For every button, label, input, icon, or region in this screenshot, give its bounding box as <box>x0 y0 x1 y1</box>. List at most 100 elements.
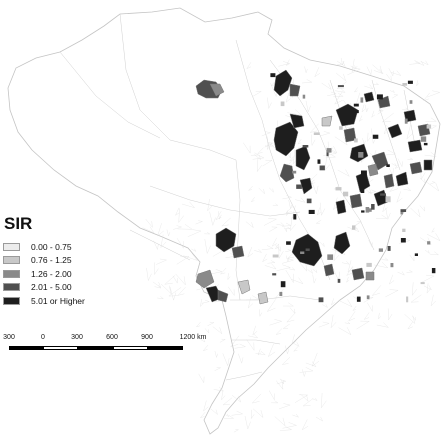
legend-item: 5.01 or Higher <box>3 294 133 307</box>
municipal-boundary <box>230 335 240 348</box>
municipal-boundary <box>204 328 210 334</box>
small-region <box>352 225 356 230</box>
region-mt-2 <box>231 245 245 259</box>
municipal-boundary <box>269 226 278 232</box>
municipal-boundary <box>364 104 369 113</box>
municipal-boundary <box>255 350 266 356</box>
municipal-boundary <box>402 107 409 111</box>
municipal-boundary <box>409 60 421 65</box>
small-region <box>313 132 320 135</box>
municipal-boundary <box>272 203 279 206</box>
small-region <box>354 138 358 143</box>
municipal-boundary <box>304 66 308 74</box>
small-region <box>300 150 307 157</box>
region-ba-5 <box>335 199 347 215</box>
municipal-boundary <box>248 333 259 339</box>
municipal-boundary <box>394 163 399 169</box>
municipal-boundary <box>177 287 186 296</box>
municipal-boundary <box>152 281 162 288</box>
municipal-boundary <box>312 274 317 284</box>
scale-label: 600 <box>106 334 118 341</box>
municipal-boundary <box>346 266 354 276</box>
municipal-boundary <box>283 227 287 233</box>
municipal-boundary <box>429 181 436 185</box>
municipal-boundary <box>288 267 296 271</box>
municipal-boundary <box>419 237 432 246</box>
municipal-boundary <box>376 214 388 219</box>
small-region <box>360 188 365 193</box>
municipal-boundary <box>222 397 233 406</box>
municipal-boundary <box>275 380 284 390</box>
municipal-boundary <box>389 179 399 192</box>
small-region <box>409 100 413 104</box>
legend-label: 1.26 - 2.00 <box>31 268 72 279</box>
municipal-boundary <box>175 207 180 216</box>
municipal-boundary <box>338 327 352 336</box>
municipal-boundary <box>311 134 316 147</box>
municipal-boundary <box>388 68 394 77</box>
scale-label: 900 <box>141 334 153 341</box>
municipal-boundary <box>334 136 348 146</box>
municipal-boundary <box>267 343 276 358</box>
municipal-boundary <box>281 222 292 227</box>
municipal-boundary <box>202 344 209 352</box>
small-region <box>380 193 386 196</box>
municipal-boundary <box>231 395 242 403</box>
municipal-boundary <box>385 207 391 220</box>
municipal-boundary <box>311 352 320 367</box>
region-pa-4 <box>279 163 295 183</box>
small-region <box>404 118 408 124</box>
municipal-boundary <box>157 296 164 300</box>
municipal-boundary <box>307 269 313 274</box>
municipal-boundary <box>331 298 335 306</box>
municipal-boundary <box>253 154 262 161</box>
municipal-boundary <box>214 367 222 371</box>
municipal-boundary <box>411 282 418 296</box>
municipal-boundary <box>362 186 372 195</box>
municipal-boundary <box>271 237 278 247</box>
scale-bar: 300 0 300 600 900 1200 km <box>3 334 213 364</box>
municipal-boundary <box>253 91 262 97</box>
municipal-boundary <box>246 62 252 70</box>
small-region <box>302 145 309 148</box>
small-region <box>368 208 372 212</box>
municipal-boundary <box>426 283 431 294</box>
municipal-boundary <box>281 356 291 365</box>
small-region <box>387 246 391 251</box>
municipal-boundary <box>221 390 226 401</box>
municipal-boundary <box>261 131 272 137</box>
municipal-boundary <box>160 283 172 295</box>
municipal-boundary <box>351 58 358 73</box>
municipal-boundary <box>263 218 278 226</box>
municipal-boundary <box>199 411 206 419</box>
municipal-boundary <box>361 104 366 113</box>
municipal-boundary <box>160 234 167 249</box>
municipal-boundary <box>430 294 436 307</box>
municipal-boundary <box>213 386 225 392</box>
municipal-boundary <box>187 229 202 237</box>
municipal-boundary <box>324 157 330 171</box>
municipal-boundary <box>297 260 307 272</box>
municipal-boundary <box>282 422 298 429</box>
municipal-boundary <box>336 60 346 67</box>
municipal-boundary <box>333 93 344 97</box>
municipal-boundary <box>350 222 360 231</box>
small-region <box>326 150 329 157</box>
municipal-boundary <box>267 260 276 264</box>
municipal-boundary <box>391 163 397 167</box>
municipal-boundary <box>156 258 168 265</box>
municipal-boundary <box>319 131 331 137</box>
municipal-boundary <box>287 109 302 116</box>
municipal-boundary <box>371 110 376 118</box>
municipal-boundary <box>267 136 272 151</box>
municipal-boundary <box>207 199 213 212</box>
municipal-boundary <box>382 201 388 213</box>
municipal-boundary <box>191 248 197 252</box>
municipal-boundary <box>200 339 206 343</box>
municipal-boundary <box>320 202 326 216</box>
municipal-boundary <box>334 91 343 105</box>
small-region <box>326 148 332 153</box>
municipal-boundary <box>175 273 186 286</box>
municipal-boundary <box>378 312 381 320</box>
legend-label: 2.01 - 5.00 <box>31 282 72 292</box>
